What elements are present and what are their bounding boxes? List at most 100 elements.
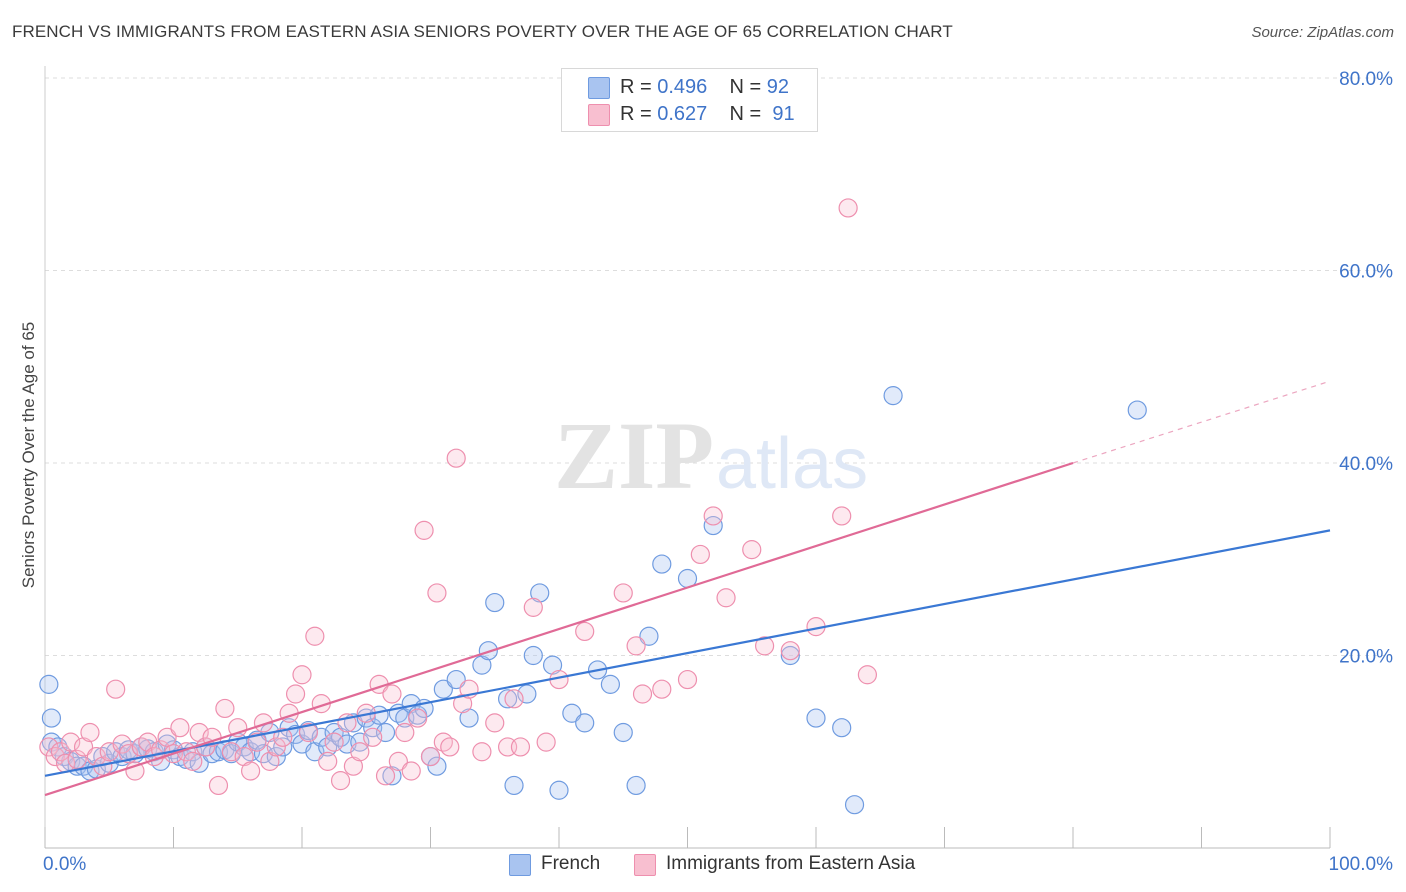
french-point — [844, 795, 865, 815]
eastern-asia-point — [241, 761, 261, 781]
eastern-asia-point — [677, 669, 698, 690]
french-point — [703, 515, 723, 536]
eastern-asia-point — [285, 684, 306, 704]
french-point — [832, 718, 852, 738]
watermark: ZIP atlas — [554, 402, 868, 509]
watermark-zip: ZIP — [554, 402, 714, 509]
french-point — [498, 689, 518, 709]
eastern-asia-point — [690, 544, 710, 565]
y-axis-label: Seniors Poverty Over the Age of 65 — [19, 322, 38, 588]
bottom-legend: French Immigrants from Eastern Asia — [0, 852, 1406, 880]
eastern-asia-point — [363, 727, 383, 747]
legend-swatch-eastern-asia — [588, 104, 610, 126]
eastern-asia-point — [388, 751, 408, 771]
trend-line-eastern-asia-extension — [1072, 380, 1331, 464]
eastern-asia-point — [427, 583, 447, 603]
eastern-asia-point — [247, 732, 267, 752]
french-point — [485, 592, 505, 613]
eastern-asia-point — [510, 737, 531, 757]
x-tick-label: 0.0% — [43, 854, 86, 875]
legend-swatch-french — [588, 77, 610, 99]
eastern-asia-point — [420, 746, 441, 767]
eastern-asia-point — [632, 684, 653, 704]
french-point — [41, 708, 62, 728]
chart-title: FRENCH VS IMMIGRANTS FROM EASTERN ASIA S… — [12, 22, 953, 41]
eastern-asia-point — [395, 722, 415, 743]
legend-label-french: R = 0.496 N = 92 — [620, 76, 790, 98]
eastern-asia-point — [157, 727, 177, 747]
french-point — [626, 775, 646, 796]
eastern-asia-point — [780, 641, 800, 661]
eastern-asia-point — [266, 737, 286, 757]
eastern-asia-point — [832, 506, 852, 526]
french-point — [549, 780, 569, 800]
trend-line-eastern-asia — [44, 461, 1074, 797]
eastern-asia-point — [440, 737, 460, 757]
bottom-legend-swatch-french — [509, 854, 531, 876]
french-point — [806, 708, 826, 728]
bottom-legend-label-french: French — [541, 853, 601, 874]
eastern-asia-point — [857, 665, 878, 685]
eastern-asia-point — [375, 766, 396, 786]
french-point — [375, 722, 396, 743]
legend-box: R = 0.496 N = 92 R = 0.627 N = 91 — [561, 68, 818, 132]
eastern-asia-point — [414, 520, 434, 540]
grid-lines — [45, 77, 1392, 656]
french-point — [311, 727, 331, 747]
eastern-asia-point — [754, 636, 775, 656]
eastern-asia-point — [523, 597, 543, 617]
eastern-asia-point — [408, 708, 428, 728]
eastern-asia-point — [318, 751, 338, 771]
trend-lines — [44, 380, 1331, 797]
eastern-asia-point — [703, 506, 723, 526]
eastern-asia-point — [305, 626, 325, 646]
y-tick-label: 40.0% — [1339, 454, 1393, 475]
eastern-asia-point — [536, 732, 556, 752]
eastern-asia-point — [626, 636, 646, 656]
eastern-asia-point — [472, 742, 492, 762]
trend-line-french — [44, 529, 1331, 777]
french-point — [780, 645, 800, 666]
eastern-asia-point — [273, 727, 293, 747]
eastern-asia-point — [292, 665, 312, 685]
bottom-legend-label-eastern-asia: Immigrants from Eastern Asia — [666, 853, 916, 874]
eastern-asia-point — [575, 621, 595, 642]
eastern-asia-point — [485, 713, 505, 733]
series-french-points — [39, 386, 1147, 815]
watermark-atlas: atlas — [716, 424, 868, 504]
french-point — [883, 386, 903, 406]
french-point — [523, 645, 543, 666]
eastern-asia-point — [208, 775, 229, 796]
eastern-asia-point — [324, 732, 344, 752]
eastern-asia-point — [215, 698, 235, 719]
french-point — [639, 626, 659, 646]
french-point — [433, 679, 453, 699]
french-point — [652, 554, 672, 574]
eastern-asia-point — [504, 689, 524, 709]
french-point — [1127, 400, 1147, 420]
eastern-asia-point — [170, 718, 190, 738]
french-point — [562, 703, 582, 723]
eastern-asia-point — [350, 742, 370, 762]
french-point — [446, 669, 466, 690]
eastern-asia-point — [39, 737, 59, 757]
eastern-asia-point — [613, 583, 633, 603]
eastern-asia-point — [221, 742, 241, 762]
eastern-asia-point — [446, 448, 466, 468]
source-label: Source: ZipAtlas.com — [1251, 24, 1394, 41]
french-point — [427, 756, 447, 776]
eastern-asia-point — [106, 679, 126, 699]
eastern-asia-point — [742, 540, 762, 560]
eastern-asia-point — [652, 679, 672, 699]
eastern-asia-point — [298, 722, 319, 743]
eastern-asia-point — [80, 722, 100, 743]
eastern-asia-point — [50, 742, 71, 762]
y-tick-label: 60.0% — [1339, 262, 1393, 283]
eastern-asia-point — [183, 751, 203, 771]
eastern-asia-point — [382, 684, 402, 704]
eastern-asia-point — [838, 198, 858, 218]
eastern-asia-point — [61, 732, 81, 752]
eastern-asia-point — [253, 713, 274, 733]
french-point — [350, 732, 370, 752]
